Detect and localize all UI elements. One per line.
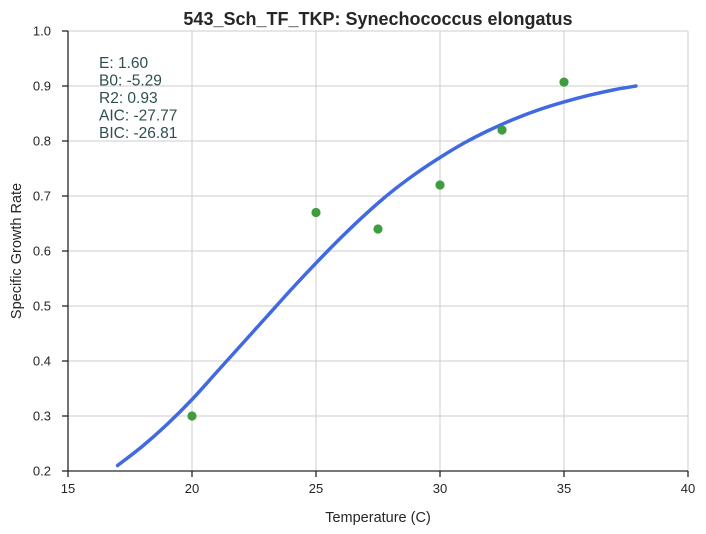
- y-tick-label: 0.8: [33, 134, 51, 149]
- y-tick-label: 0.3: [33, 409, 51, 424]
- y-tick-label: 0.9: [33, 79, 51, 94]
- fit-curve: [115, 84, 638, 468]
- y-tick-label: 0.2: [33, 464, 51, 479]
- stat-line: B0: -5.29: [99, 73, 162, 90]
- stat-line: AIC: -27.77: [99, 108, 177, 125]
- data-point: [373, 224, 383, 234]
- chart-title: 543_Sch_TF_TKP: Synechococcus elongatus: [183, 9, 572, 29]
- y-tick-label: 0.5: [33, 299, 51, 314]
- stat-line: E: 1.60: [99, 55, 148, 72]
- x-tick-label: 35: [557, 481, 571, 496]
- x-tick-label: 15: [61, 481, 75, 496]
- y-axis-label: Specific Growth Rate: [9, 183, 25, 319]
- data-point: [435, 180, 445, 190]
- x-tick-label: 20: [185, 481, 199, 496]
- x-tick-label: 30: [433, 481, 447, 496]
- y-tick-label: 0.6: [33, 244, 51, 259]
- x-tick-label: 40: [681, 481, 695, 496]
- data-point: [311, 207, 321, 218]
- y-tick-label: 0.7: [33, 189, 51, 204]
- x-tick-label: 25: [309, 481, 323, 496]
- data-point: [497, 125, 507, 135]
- data-points-layer: [187, 77, 569, 421]
- ticks: 15 20 25 30 35 40 0.2 0.3 0.4 0.5 0.6 0.7 0.8 0.9 1.0: [33, 24, 695, 497]
- fit-curve-layer: [115, 84, 638, 468]
- data-point: [559, 77, 569, 87]
- data-point: [187, 411, 197, 421]
- y-tick-label: 0.4: [33, 354, 51, 369]
- stat-line: R2: 0.93: [99, 90, 158, 107]
- x-axis-label: Temperature (C): [325, 510, 431, 526]
- grid-lines: [68, 30, 689, 471]
- stat-line: BIC: -26.81: [99, 125, 177, 142]
- y-tick-label: 1.0: [33, 24, 51, 39]
